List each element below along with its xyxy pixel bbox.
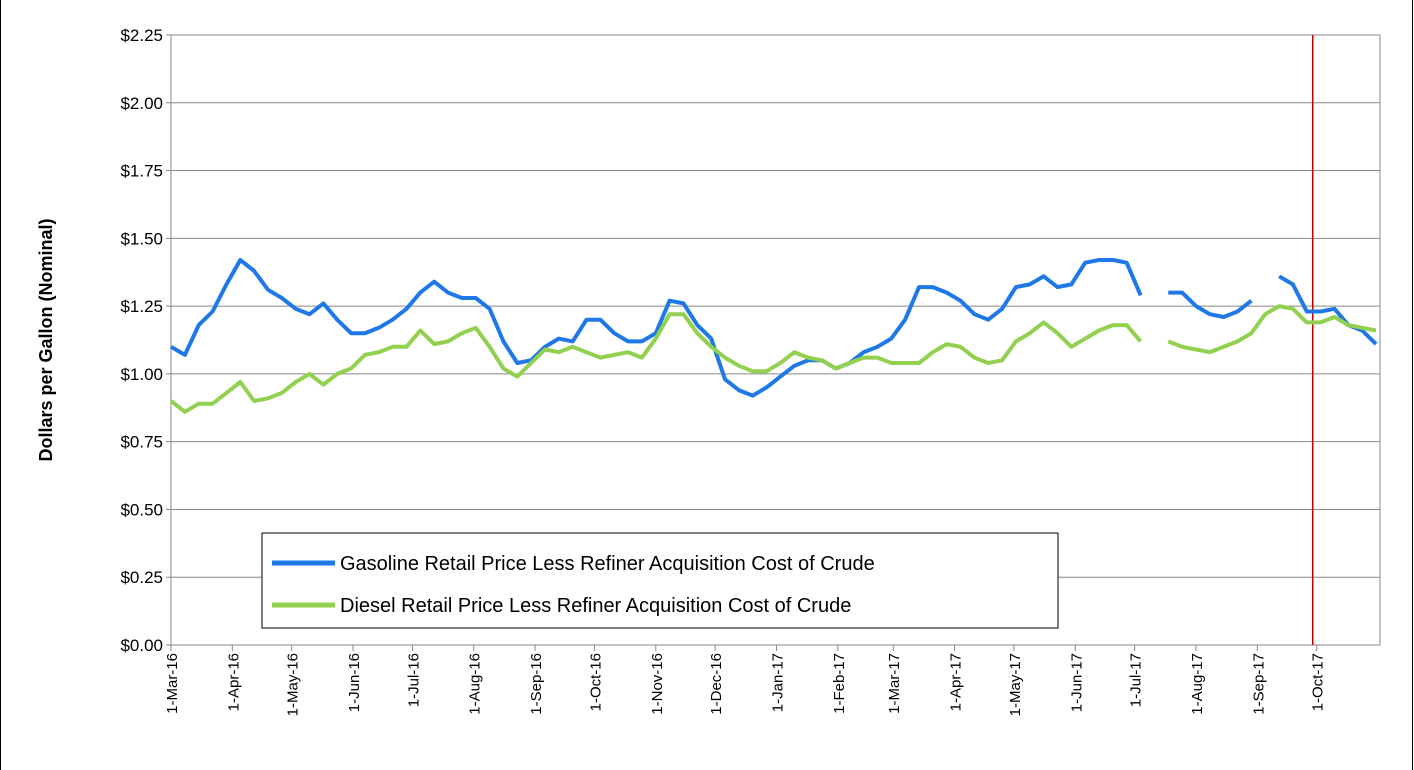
legend: Gasoline Retail Price Less Refiner Acqui… [261,532,1059,629]
series-line [169,304,1377,414]
x-tick-label: 1-Jul-17 [1128,653,1145,707]
plot-area [170,34,1381,646]
x-tick-label: 1-Nov-16 [649,653,666,715]
y-tick-label: $0.25 [120,568,163,587]
y-axis-label: Dollars per Gallon (Nominal) [36,218,56,461]
y-tick-label: $0.00 [120,636,163,655]
legend-box [261,532,1059,629]
x-tick-label: 1-Jan-17 [769,653,786,712]
y-tick-label: $1.00 [120,365,163,384]
x-tick-label: 1-May-16 [285,653,302,716]
y-tick-label: $0.75 [120,433,163,452]
x-tick-label: 1-Sep-17 [1250,653,1267,715]
x-tick-label: 1-Jul-16 [405,653,422,707]
x-tick-label: 1-Apr-16 [225,653,242,711]
series-line [169,258,1378,398]
x-tick-label: 1-Mar-16 [164,653,181,714]
y-tick-label: $2.25 [120,26,163,45]
x-tick-label: 1-Mar-17 [886,653,903,714]
x-tick-label: 1-Oct-17 [1310,653,1327,711]
x-tick-label: 1-Jun-17 [1068,653,1085,712]
x-tick-label: 1-Feb-17 [831,653,848,714]
y-tick-label: $0.50 [120,500,163,519]
y-tick-label: $1.25 [120,297,163,316]
x-tick-label: 1-Aug-17 [1189,653,1206,715]
legend-label: Diesel Retail Price Less Refiner Acquisi… [340,595,851,617]
y-tick-label: $1.75 [120,162,163,181]
x-tick-label: 1-Aug-16 [467,653,484,715]
y-tick-label: $2.00 [120,94,163,113]
x-tick-label: 1-Jun-16 [346,653,363,712]
y-tick-label: $1.50 [120,229,163,248]
x-tick-label: 1-Oct-16 [587,653,604,711]
x-tick-label: 1-Dec-16 [708,653,725,715]
x-tick-label: 1-Apr-17 [948,653,965,711]
legend-label: Gasoline Retail Price Less Refiner Acqui… [340,553,875,575]
x-tick-label: 1-Sep-16 [528,653,545,715]
x-tick-label: 1-May-17 [1007,653,1024,716]
